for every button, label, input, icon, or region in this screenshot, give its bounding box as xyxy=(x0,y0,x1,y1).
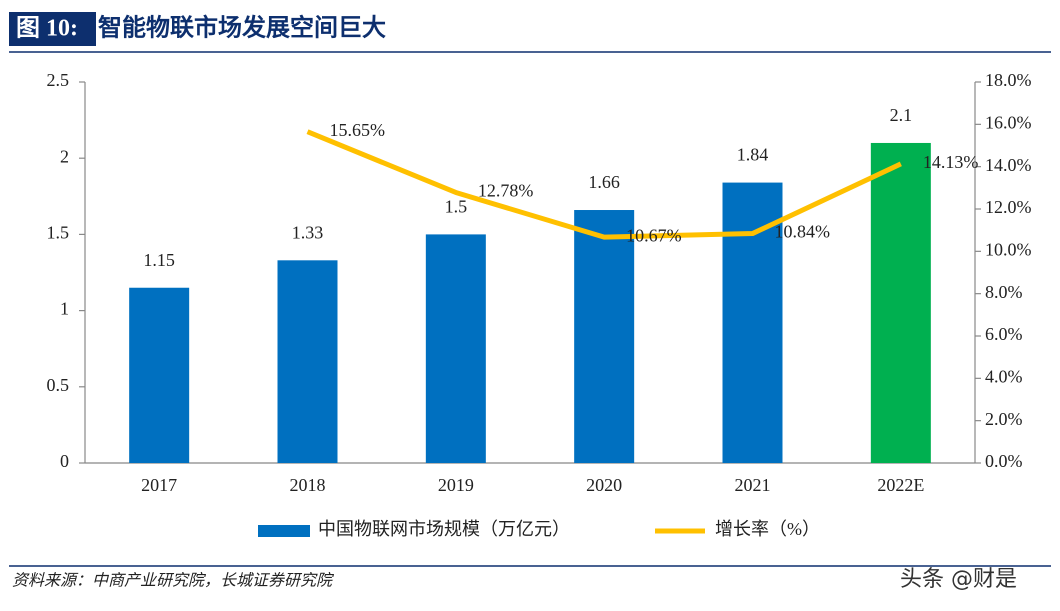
bar xyxy=(129,287,190,463)
y2-tick-label: 14.0% xyxy=(985,155,1032,175)
y2-tick-label: 12.0% xyxy=(985,197,1032,217)
y2-tick-label: 2.0% xyxy=(985,409,1023,429)
y-tick-label: 2.5 xyxy=(47,70,70,90)
growth-line xyxy=(306,129,902,240)
y-tick-label: 0 xyxy=(60,451,69,471)
legend-label: 增长率（%） xyxy=(715,519,820,539)
x-tick-label: 2019 xyxy=(438,475,474,495)
line-value-label: 12.78% xyxy=(478,181,534,201)
y2-tick-label: 0.0% xyxy=(985,451,1023,471)
y2-tick-label: 18.0% xyxy=(985,70,1032,90)
x-tick-label: 2017 xyxy=(141,475,177,495)
bar xyxy=(870,142,931,463)
x-tick-label: 2022E xyxy=(877,475,924,495)
y-tick-label: 1 xyxy=(60,299,69,319)
header-title: 智能物联市场发展空间巨大 xyxy=(98,14,386,42)
y-tick-label: 0.5 xyxy=(47,375,70,395)
x-tick-label: 2021 xyxy=(735,475,771,495)
bar xyxy=(722,182,783,464)
y-tick-label: 1.5 xyxy=(47,223,70,243)
bar-value-label: 2.1 xyxy=(890,105,913,125)
legend-swatch xyxy=(258,525,310,537)
bar-value-label: 1.66 xyxy=(588,172,620,192)
bar-value-label: 1.5 xyxy=(445,197,468,217)
line-value-label: 15.65% xyxy=(330,120,386,140)
bar xyxy=(425,234,486,463)
line-value-label: 10.84% xyxy=(775,222,831,242)
x-tick-label: 2018 xyxy=(290,475,326,495)
y2-tick-label: 10.0% xyxy=(985,239,1032,259)
bar-value-label: 1.15 xyxy=(143,250,175,270)
y2-tick-label: 4.0% xyxy=(985,366,1023,386)
line-value-label: 14.13% xyxy=(923,152,979,172)
bar-value-label: 1.33 xyxy=(292,222,324,242)
y2-tick-label: 8.0% xyxy=(985,282,1023,302)
figure-label-box xyxy=(9,12,96,46)
legend-label: 中国物联网市场规模（万亿元） xyxy=(318,519,570,539)
bar xyxy=(277,260,338,463)
watermark: 头条 @财是 xyxy=(900,567,1017,592)
source: 资料来源：中商产业研究院，长城证券研究院 xyxy=(12,572,335,590)
y2-tick-label: 16.0% xyxy=(985,112,1032,132)
x-tick-label: 2020 xyxy=(586,475,622,495)
y-tick-label: 2 xyxy=(60,146,69,166)
line-value-label: 10.67% xyxy=(626,225,682,245)
bar xyxy=(574,210,635,463)
y2-tick-label: 6.0% xyxy=(985,324,1023,344)
figure-label: 图 10: xyxy=(16,15,78,42)
bar-value-label: 1.84 xyxy=(737,145,769,165)
